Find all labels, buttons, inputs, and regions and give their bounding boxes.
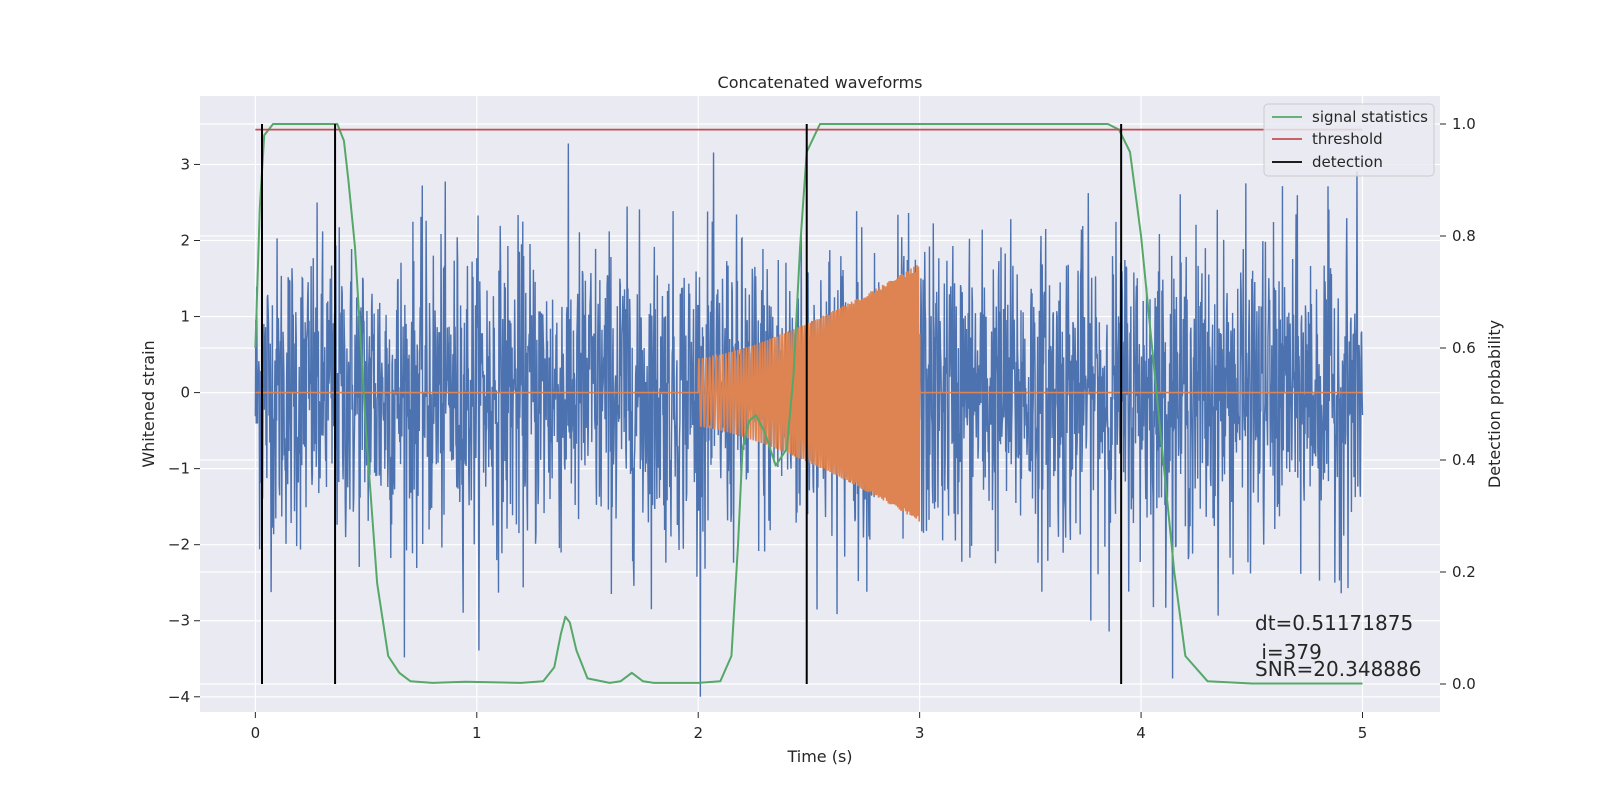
right-tick-label: 0.2 bbox=[1452, 563, 1476, 581]
chart-title: Concatenated waveforms bbox=[718, 73, 923, 92]
annotation-index: i=379 bbox=[1255, 640, 1322, 664]
left-tick-label: 1 bbox=[180, 308, 190, 326]
signal-statistics-line bbox=[254, 123, 1363, 685]
right-axis-label: Detection probability bbox=[1485, 320, 1504, 488]
left-tick-label: 2 bbox=[180, 231, 190, 249]
x-tick-label: 2 bbox=[693, 724, 703, 742]
legend-label-signal-statistics: signal statistics bbox=[1312, 108, 1428, 126]
left-tick-label: −2 bbox=[168, 536, 190, 554]
legend: signal statistics threshold detection bbox=[1263, 103, 1435, 177]
right-tick-label: 0.6 bbox=[1452, 339, 1476, 357]
x-tick-label: 1 bbox=[472, 724, 482, 742]
chirp-series bbox=[255, 265, 1363, 522]
right-axis-ticks: 0.0 0.2 0.4 0.6 0.8 1.0 bbox=[1440, 115, 1476, 693]
right-tick-label: 1.0 bbox=[1452, 115, 1476, 133]
legend-label-threshold: threshold bbox=[1312, 130, 1383, 148]
detection-series bbox=[261, 124, 1123, 684]
x-axis-ticks: 0 1 2 3 4 5 bbox=[251, 712, 1368, 742]
chirp-trace bbox=[255, 265, 1363, 522]
left-tick-label: −1 bbox=[168, 460, 190, 478]
x-tick-label: 0 bbox=[251, 724, 261, 742]
annotation-dt: dt=0.51171875 bbox=[1255, 611, 1413, 635]
left-axis-label: Whitened strain bbox=[139, 340, 158, 467]
left-tick-label: −3 bbox=[168, 612, 190, 630]
right-tick-label: 0.4 bbox=[1452, 451, 1476, 469]
annotation-snr: SNR=20.348886 bbox=[1255, 657, 1421, 681]
legend-label-detection: detection bbox=[1312, 153, 1383, 171]
right-tick-label: 0.0 bbox=[1452, 675, 1476, 693]
left-tick-label: 3 bbox=[180, 155, 190, 173]
x-tick-label: 5 bbox=[1358, 724, 1368, 742]
x-tick-label: 4 bbox=[1136, 724, 1146, 742]
left-tick-label: 0 bbox=[180, 384, 190, 402]
signal-statistics-series bbox=[254, 123, 1363, 685]
left-tick-label: −4 bbox=[168, 688, 190, 706]
legend-box bbox=[1263, 103, 1435, 177]
right-tick-label: 0.8 bbox=[1452, 227, 1476, 245]
left-axis-ticks: −4 −3 −2 −1 0 1 2 3 bbox=[168, 155, 200, 706]
x-tick-label: 3 bbox=[915, 724, 925, 742]
x-axis-label: Time (s) bbox=[786, 747, 852, 766]
